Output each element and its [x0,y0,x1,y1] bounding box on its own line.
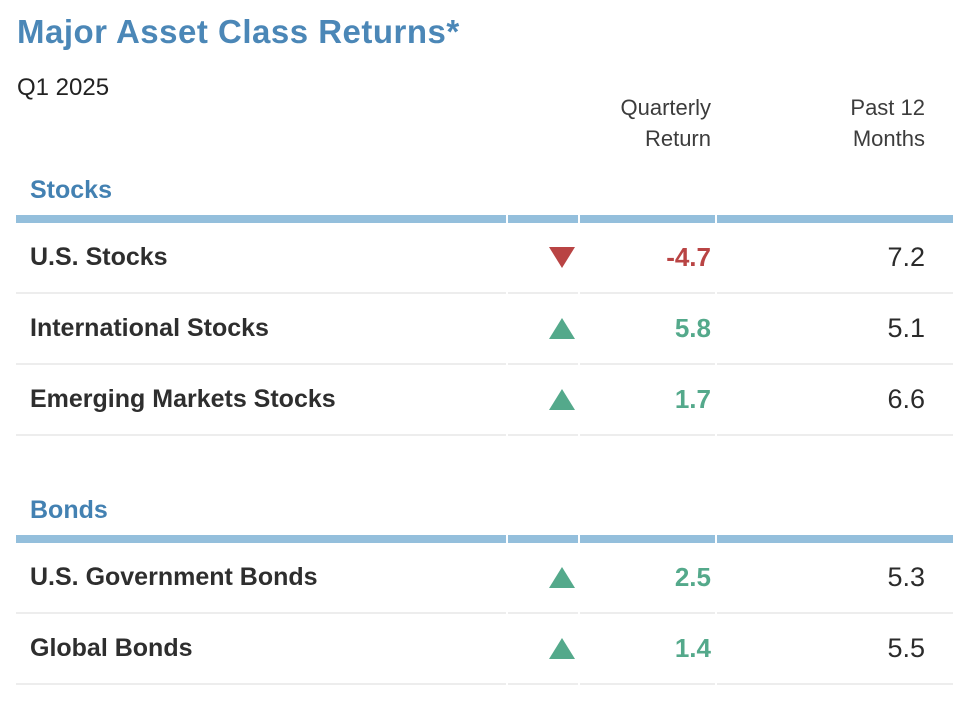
bar-segment [717,535,953,543]
quarterly-return-value: 2.5 [580,543,715,614]
trend-cell [508,223,578,294]
asset-returns-table: Major Asset Class Returns* Q1 2025 Quart… [16,13,953,685]
trend-cell [508,294,578,365]
quarterly-return-value: 5.8 [580,294,715,365]
section-divider-bar [16,535,953,543]
bar-segment [717,215,953,223]
trend-cell [508,365,578,436]
section-title-bonds: Bonds [30,496,108,524]
past-12-months-value: 5.3 [717,543,953,614]
up-arrow-icon [549,389,575,410]
up-arrow-icon [549,638,575,659]
up-arrow-icon [549,567,575,588]
table-header-row: Q1 2025 Quarterly Return Past 12 Months [16,74,953,154]
section-title-stocks: Stocks [30,176,112,204]
bar-segment [508,215,578,223]
bar-segment [580,535,715,543]
up-arrow-icon [549,318,575,339]
table-row: U.S. Stocks -4.7 7.2 [16,223,953,294]
table-row: U.S. Government Bonds 2.5 5.3 [16,543,953,614]
past-12-months-value: 5.5 [717,614,953,685]
bar-segment [580,215,715,223]
column-header-quarterly-return: Quarterly Return [620,95,711,151]
trend-cell [508,614,578,685]
asset-name: U.S. Government Bonds [16,543,506,614]
period-subtitle: Q1 2025 [17,74,110,101]
past-12-months-value: 6.6 [717,365,953,436]
asset-name: Emerging Markets Stocks [16,365,506,436]
trend-cell [508,543,578,614]
bar-segment [16,535,506,543]
past-12-months-value: 5.1 [717,294,953,365]
table-row: International Stocks 5.8 5.1 [16,294,953,365]
asset-name: International Stocks [16,294,506,365]
asset-name: U.S. Stocks [16,223,506,294]
column-header-past-12-months: Past 12 Months [850,95,925,151]
quarterly-return-value: 1.4 [580,614,715,685]
bar-segment [16,215,506,223]
section-divider-bar [16,215,953,223]
asset-name: Global Bonds [16,614,506,685]
page-title: Major Asset Class Returns* [17,13,460,50]
table-row: Emerging Markets Stocks 1.7 6.6 [16,365,953,436]
bar-segment [508,535,578,543]
past-12-months-value: 7.2 [717,223,953,294]
quarterly-return-value: -4.7 [580,223,715,294]
quarterly-return-value: 1.7 [580,365,715,436]
table-row: Global Bonds 1.4 5.5 [16,614,953,685]
down-arrow-icon [549,247,575,268]
